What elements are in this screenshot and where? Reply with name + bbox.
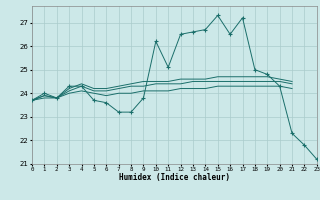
X-axis label: Humidex (Indice chaleur): Humidex (Indice chaleur) [119, 173, 230, 182]
